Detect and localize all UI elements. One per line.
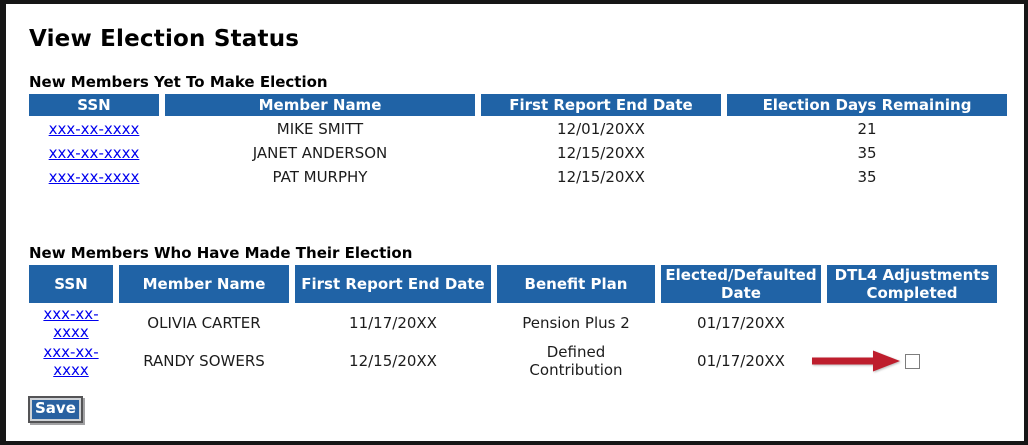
col-header-first-report-end-date: First Report End Date (481, 94, 721, 116)
col-header-benefit-plan: Benefit Plan (497, 265, 655, 303)
col-header-member-name: Member Name (119, 265, 289, 303)
cell-ssn: xxx-xx-xxxx (29, 118, 159, 140)
section-heading-made-election: New Members Who Have Made Their Election (29, 244, 413, 262)
ssn-link[interactable]: xxx-xx-xxxx (48, 120, 140, 138)
cell-elected-defaulted-date: 01/17/20XX (697, 314, 785, 332)
table-header-row: SSN Member Name First Report End Date Be… (29, 265, 997, 303)
dtl4-completed-checkbox[interactable] (904, 354, 920, 369)
cell-election-days-remaining: 21 (857, 120, 877, 138)
cell-election-days-remaining: 35 (857, 144, 877, 162)
col-header-member-name: Member Name (165, 94, 475, 116)
cell-ssn: xxx-xx-xxxx (29, 166, 159, 188)
table-row: xxx-xx-xxxx JANET ANDERSON 12/15/20XX 35 (29, 142, 1007, 164)
cell-elected-defaulted-date: 01/17/20XX (697, 352, 785, 370)
view-election-status-page: View Election Status New Members Yet To … (6, 4, 1024, 423)
cell-member-name: MIKE SMITT (276, 120, 364, 138)
col-header-ssn: SSN (29, 265, 113, 303)
cell-first-report-end-date: 12/01/20XX (557, 120, 645, 138)
cell-first-report-end-date: 11/17/20XX (349, 314, 437, 332)
ssn-link[interactable]: xxx-xx-xxxx (43, 343, 99, 379)
ssn-link[interactable]: xxx-xx-xxxx (43, 305, 99, 341)
ssn-link[interactable]: xxx-xx-xxxx (48, 144, 140, 162)
col-header-dtl4-adjustments-completed: DTL4 Adjustments Completed (827, 265, 997, 303)
table-row: xxx-xx-xxxx MIKE SMITT 12/01/20XX 21 (29, 118, 1007, 140)
cell-ssn: xxx-xx-xxxx (29, 343, 113, 379)
cell-member-name: RANDY SOWERS (143, 352, 265, 370)
save-button-frame: Save (28, 396, 83, 423)
cell-member-name: PAT MURPHY (272, 168, 368, 186)
cell-dtl4-adjustments (812, 343, 997, 379)
table-header-row: SSN Member Name First Report End Date El… (29, 94, 1007, 116)
yet-to-elect-table: SSN Member Name First Report End Date El… (23, 92, 1013, 190)
cell-benefit-plan: Pension Plus 2 (522, 314, 630, 332)
made-election-table: SSN Member Name First Report End Date Be… (23, 263, 1003, 381)
cell-first-report-end-date: 12/15/20XX (557, 168, 645, 186)
col-header-first-report-end-date: First Report End Date (295, 265, 491, 303)
cell-benefit-plan: Defined Contribution (529, 343, 623, 379)
cell-ssn: xxx-xx-xxxx (29, 142, 159, 164)
col-header-ssn: SSN (29, 94, 159, 116)
cell-election-days-remaining: 35 (857, 168, 877, 186)
cell-member-name: JANET ANDERSON (252, 144, 388, 162)
save-button[interactable]: Save (31, 399, 80, 420)
ssn-link[interactable]: xxx-xx-xxxx (48, 168, 140, 186)
red-arrow-icon (811, 348, 901, 374)
cell-first-report-end-date: 12/15/20XX (349, 352, 437, 370)
col-header-elected-defaulted-date: Elected/Defaulted Date (661, 265, 821, 303)
table-row: xxx-xx-xxxx PAT MURPHY 12/15/20XX 35 (29, 166, 1007, 188)
cell-ssn: xxx-xx-xxxx (29, 305, 113, 341)
table-row: xxx-xx-xxxx RANDY SOWERS 12/15/20XX Defi… (29, 343, 997, 379)
table-row: xxx-xx-xxxx OLIVIA CARTER 11/17/20XX Pen… (29, 305, 997, 341)
save-area: Save (28, 396, 1024, 423)
cell-dtl4-adjustments (827, 305, 997, 341)
cell-member-name: OLIVIA CARTER (147, 314, 261, 332)
page-title: View Election Status (29, 26, 300, 52)
cell-first-report-end-date: 12/15/20XX (557, 144, 645, 162)
col-header-election-days-remaining: Election Days Remaining (727, 94, 1007, 116)
section-heading-yet-to-elect: New Members Yet To Make Election (29, 73, 328, 91)
